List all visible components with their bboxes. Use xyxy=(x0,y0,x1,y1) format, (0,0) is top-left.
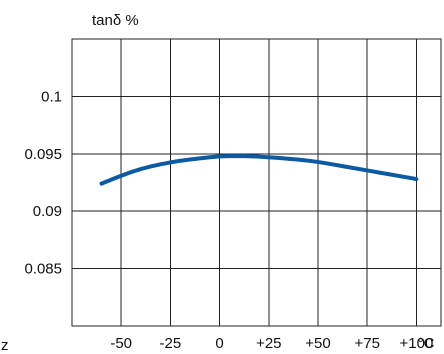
plot-frame xyxy=(71,38,442,327)
x-tick-label: 0 xyxy=(215,335,223,352)
x-tick-label: +75 xyxy=(354,335,379,352)
x-tick-label: +100 xyxy=(400,335,434,352)
x-tick-label: -50 xyxy=(110,335,132,352)
y-tick-label: 0.09 xyxy=(33,203,62,220)
x-tick-label: -25 xyxy=(160,335,182,352)
y-tick-label: 0.085 xyxy=(24,261,62,278)
series-line xyxy=(99,154,419,186)
y-tick-label: 0.1 xyxy=(41,88,62,105)
x-axis-unit: °C xyxy=(418,335,435,352)
x-tick-label: +50 xyxy=(305,335,330,352)
y-axis-title: tanδ % xyxy=(92,12,139,29)
y-tick-label: 0.095 xyxy=(24,146,62,163)
left-edge-label: z xyxy=(1,337,9,354)
x-tick-label: +25 xyxy=(256,335,281,352)
